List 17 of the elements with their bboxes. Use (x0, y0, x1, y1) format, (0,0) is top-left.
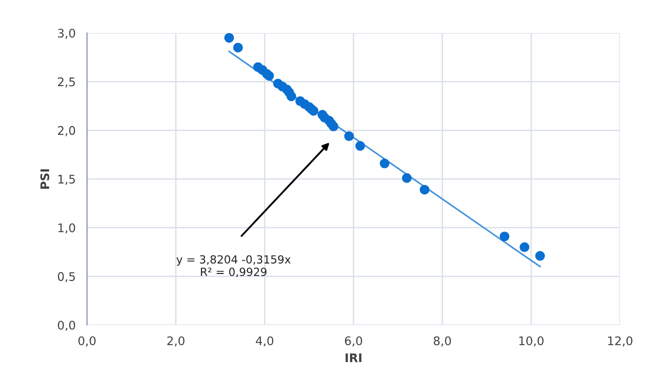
y-tick-label: 2,5 (58, 77, 75, 88)
annotation: y = 3,8204 -0,3159x R² = 0,9929 (176, 255, 291, 278)
y-tick-label: 1,5 (58, 174, 75, 185)
y-tick-label: 3,0 (58, 28, 76, 39)
y-axis-title: PSI (40, 169, 50, 189)
x-tick-label: 8,0 (434, 336, 451, 346)
x-tick-label: 0,0 (78, 336, 96, 346)
y-tick-label: 2,0 (58, 126, 76, 136)
y-tick-label: 0,0 (58, 320, 76, 331)
x-tick-label: 2,0 (167, 336, 184, 346)
x-tick-label: 12,0 (608, 336, 632, 346)
x-tick-label: 10,0 (519, 336, 544, 346)
y-tick-label: 0,5 (58, 272, 75, 282)
x-tick-label: 4,0 (256, 336, 274, 346)
y-tick-label: 1,0 (58, 223, 76, 234)
x-axis-title: IRI (346, 353, 362, 362)
x-tick-label: 6,0 (344, 336, 362, 346)
